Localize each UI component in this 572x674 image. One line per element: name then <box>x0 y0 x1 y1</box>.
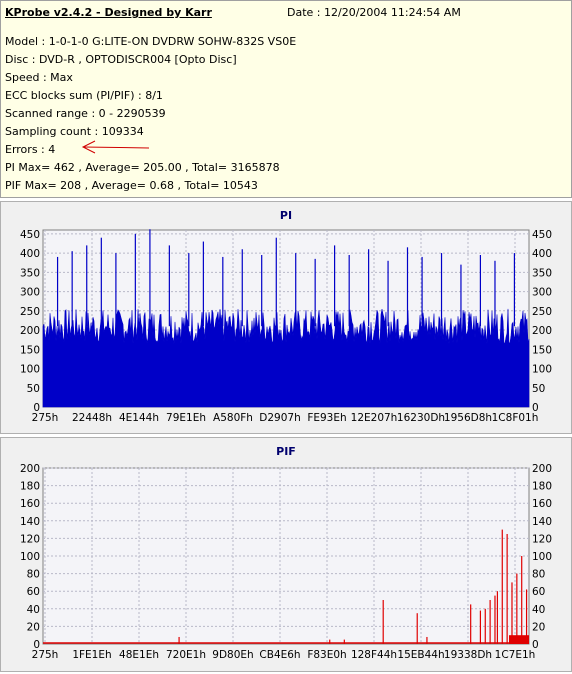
pi-chart: 0 0 50 50 100 100 150 150 200 200 250 250 300 300 350 3… <box>20 229 552 424</box>
x-tick-label: 128F44h <box>351 649 397 661</box>
y-tick-label-left: 80 <box>27 569 40 581</box>
x-tick-label: 12E207h <box>351 412 398 424</box>
range-line: Scanned range : 0 - 2290539 <box>5 107 166 120</box>
x-tick-label: 275h <box>32 412 59 424</box>
y-tick-label-right: 20 <box>532 621 545 633</box>
y-tick-label-left: 350 <box>20 267 40 279</box>
x-tick-label: 16230Dh <box>397 412 445 424</box>
y-tick-label-right: 200 <box>532 463 552 475</box>
x-tick-label: 1C7E1h <box>495 649 536 661</box>
x-tick-label: 79E1Eh <box>166 412 206 424</box>
y-tick-label-left: 450 <box>20 229 40 241</box>
y-tick-label-right: 0 <box>532 402 539 414</box>
x-tick-label: F83E0h <box>307 649 346 661</box>
y-tick-label-right: 100 <box>532 364 552 376</box>
y-tick-label-right: 150 <box>532 344 552 356</box>
y-tick-label-right: 450 <box>532 229 552 241</box>
x-tick-label: D2907h <box>259 412 300 424</box>
pi-chart-panel: PI 0 0 50 50 100 100 150 150 200 200 250 250 300 300 3… <box>0 201 572 434</box>
pif-stats-line: PIF Max= 208 , Average= 0.68 , Total= 10… <box>5 179 258 192</box>
y-tick-label-left: 20 <box>27 621 40 633</box>
y-tick-label-left: 400 <box>20 248 40 260</box>
x-tick-label: A580Fh <box>213 412 253 424</box>
x-tick-label: 22448h <box>72 412 112 424</box>
x-tick-label: 1C8F01h <box>492 412 539 424</box>
y-tick-label-right: 350 <box>532 267 552 279</box>
x-tick-label: 1FE1Eh <box>72 649 111 661</box>
x-tick-label: 15EB44h <box>397 649 444 661</box>
pif-cluster <box>509 635 529 644</box>
y-tick-label-right: 160 <box>532 498 552 510</box>
x-tick-label: FE93Eh <box>307 412 346 424</box>
y-tick-label-left: 250 <box>20 306 40 318</box>
model-line: Model : 1-0-1-0 G:LITE-ON DVDRW SOHW-832… <box>5 35 297 48</box>
sampling-line: Sampling count : 109334 <box>5 125 144 138</box>
y-tick-label-left: 0 <box>33 402 40 414</box>
pi-chart-title: PI <box>279 209 293 222</box>
y-tick-label-left: 60 <box>27 586 40 598</box>
y-tick-label-right: 300 <box>532 287 552 299</box>
x-tick-label: CB4E6h <box>259 649 300 661</box>
x-tick-label: 720E1h <box>166 649 206 661</box>
y-tick-label-right: 250 <box>532 306 552 318</box>
disc-line: Disc : DVD-R , OPTODISCR004 [Opto Disc] <box>5 53 237 66</box>
y-tick-label-right: 180 <box>532 481 552 493</box>
y-tick-label-left: 50 <box>27 383 40 395</box>
y-tick-label-left: 200 <box>20 325 40 337</box>
y-tick-label-left: 40 <box>27 604 40 616</box>
y-tick-label-left: 180 <box>20 481 40 493</box>
y-tick-label-left: 140 <box>20 516 40 528</box>
app-title: KProbe v2.4.2 - Designed by Karr <box>5 6 212 19</box>
y-tick-label-left: 100 <box>20 551 40 563</box>
pi-stats-line: PI Max= 462 , Average= 205.00 , Total= 3… <box>5 161 280 174</box>
pi-series-area <box>42 308 530 408</box>
y-tick-label-right: 50 <box>532 383 545 395</box>
y-tick-label-right: 60 <box>532 586 545 598</box>
y-tick-label-left: 300 <box>20 287 40 299</box>
y-tick-label-left: 120 <box>20 533 40 545</box>
y-tick-label-right: 200 <box>532 325 552 337</box>
y-tick-label-right: 0 <box>532 639 539 651</box>
x-tick-label: 1956D8h <box>444 412 492 424</box>
x-tick-label: 48E1Eh <box>119 649 159 661</box>
x-tick-label: 275h <box>32 649 59 661</box>
info-panel: KProbe v2.4.2 - Designed by Karr Date : … <box>0 0 572 198</box>
y-tick-label-left: 150 <box>20 344 40 356</box>
y-tick-label-right: 400 <box>532 248 552 260</box>
y-tick-label-right: 40 <box>532 604 545 616</box>
errors-arrow-icon <box>81 140 150 154</box>
pif-chart-title: PIF <box>276 445 296 458</box>
errors-line: Errors : 4 <box>5 143 56 156</box>
x-tick-label: 19338Dh <box>444 649 492 661</box>
y-tick-label-left: 160 <box>20 498 40 510</box>
x-tick-label: 9D80Eh <box>212 649 253 661</box>
ecc-line: ECC blocks sum (PI/PIF) : 8/1 <box>5 89 163 102</box>
y-tick-label-right: 100 <box>532 551 552 563</box>
pif-chart: 0 0 20 20 40 40 60 60 80 80 100 100 120 120 140 140 160 1… <box>20 463 552 661</box>
y-tick-label-left: 200 <box>20 463 40 475</box>
y-tick-label-right: 140 <box>532 516 552 528</box>
pif-chart-panel: PIF 0 0 20 20 40 40 60 60 80 80 100 100 120 120 140 140… <box>0 437 572 672</box>
y-tick-label-left: 0 <box>33 639 40 651</box>
y-tick-label-left: 100 <box>20 364 40 376</box>
x-tick-label: 4E144h <box>119 412 159 424</box>
y-tick-label-right: 80 <box>532 569 545 581</box>
scan-date: Date : 12/20/2004 11:24:54 AM <box>287 6 461 19</box>
y-tick-label-right: 120 <box>532 533 552 545</box>
speed-line: Speed : Max <box>5 71 73 84</box>
